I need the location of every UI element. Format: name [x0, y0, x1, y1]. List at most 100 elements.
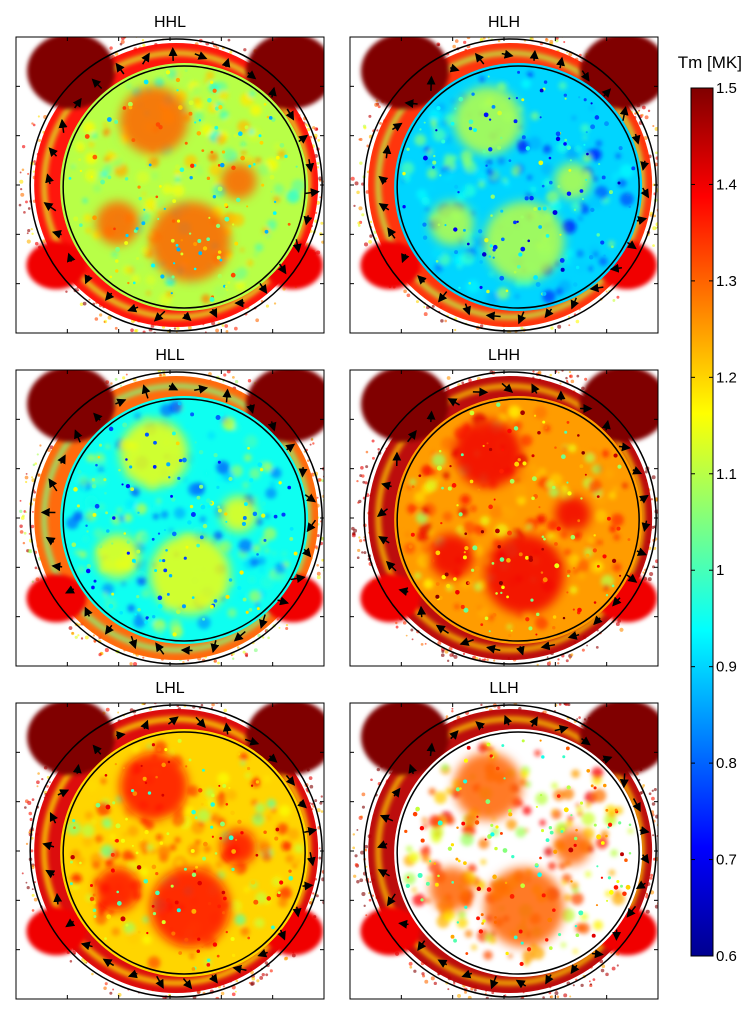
flow-arrow — [259, 614, 268, 629]
flow-arrow — [168, 382, 179, 391]
flow-arrow — [601, 88, 612, 98]
flow-arrows — [376, 382, 651, 656]
flow-arrow — [515, 979, 527, 989]
flow-arrow — [593, 615, 603, 626]
flow-arrow — [298, 134, 309, 144]
flow-arrow — [72, 97, 82, 109]
flow-arrow — [609, 263, 622, 273]
flow-arrow — [580, 70, 590, 82]
flow-arrow — [462, 303, 471, 316]
flow-arrow — [554, 724, 569, 734]
flow-arrow — [426, 742, 436, 757]
panel-title: HLH — [488, 14, 520, 31]
flow-arrow — [404, 99, 418, 109]
flow-arrow — [461, 969, 473, 979]
flow-arrow — [589, 283, 604, 293]
flow-arrow — [618, 442, 631, 452]
flow-arrow — [304, 827, 318, 836]
flow-arrow — [102, 958, 115, 968]
flow-arrow — [104, 291, 115, 301]
flow-arrow — [490, 975, 499, 990]
corner-patches — [360, 370, 658, 623]
colorbar-tick-label: 1.3 — [716, 273, 737, 290]
flow-arrow — [57, 789, 70, 798]
flow-arrow — [626, 905, 637, 918]
flow-arrow — [386, 893, 396, 907]
flow-arrow — [381, 481, 392, 491]
hot-spots — [95, 86, 257, 282]
flow-arrow — [91, 78, 103, 90]
hot-spots — [95, 752, 257, 948]
flow-arrow — [48, 147, 58, 157]
flow-arrow — [632, 466, 643, 475]
flow-arrow — [306, 519, 317, 533]
flow-arrow — [140, 719, 149, 730]
flow-arrow — [302, 881, 314, 891]
inner-circle — [396, 398, 640, 642]
flow-arrow — [306, 852, 316, 867]
flow-arrow — [517, 311, 527, 325]
flow-arrow — [155, 975, 164, 989]
disk — [394, 396, 643, 644]
flow-arrow — [545, 974, 554, 985]
flow-arrow — [65, 918, 76, 928]
flow-arrow — [51, 229, 62, 239]
flow-arrow — [233, 630, 246, 642]
flow-arrow — [567, 631, 580, 640]
panel-title: HLL — [155, 347, 184, 364]
flow-arrow — [641, 520, 651, 532]
flow-arrow — [45, 869, 56, 879]
flow-arrow — [640, 853, 650, 864]
flow-arrow — [391, 122, 403, 132]
colorbar-tick-label: 0.7 — [716, 852, 737, 869]
flow-arrow — [591, 949, 604, 959]
flow-arrow — [417, 275, 427, 285]
flow-arrow — [304, 188, 320, 198]
flow-arrow — [84, 606, 93, 617]
colorbar-tick-label: 1 — [716, 562, 724, 579]
panel-title: LHL — [155, 680, 184, 697]
flow-arrow — [246, 70, 257, 80]
flow-arrow — [435, 624, 449, 634]
flow-arrow — [503, 714, 513, 726]
flow-arrow — [303, 215, 313, 226]
flow-arrow — [72, 763, 82, 774]
flow-arrow — [401, 253, 410, 264]
flow-arrow — [210, 640, 220, 653]
flow-arrow — [387, 227, 397, 239]
flow-arrow — [501, 49, 514, 59]
colorbar-tick-label: 1.4 — [716, 176, 737, 193]
colorbar-gradient — [690, 87, 714, 957]
flow-arrow — [115, 62, 125, 75]
flow-arrow — [540, 641, 556, 651]
colorbar-tick-label: 1.2 — [716, 369, 737, 386]
colorbar-tick-label: 0.8 — [716, 755, 737, 772]
flow-arrow — [304, 493, 317, 503]
flow-arrow — [167, 716, 179, 726]
flow-arrow — [639, 826, 650, 835]
panel-title: LHH — [488, 347, 520, 364]
flow-arrows — [378, 49, 650, 325]
inner-circle — [62, 65, 306, 309]
hot-spots — [429, 752, 591, 948]
flow-arrow — [297, 798, 307, 809]
flow-arrow — [104, 624, 114, 635]
flow-arrow — [426, 410, 436, 423]
flow-arrow — [417, 940, 427, 951]
panel-llh: LLH — [349, 680, 659, 1000]
flow-arrow — [181, 311, 192, 322]
flow-arrow — [66, 252, 76, 263]
flow-arrow — [45, 536, 56, 546]
flow-arrow — [93, 412, 103, 423]
flow-arrow — [267, 421, 277, 432]
flow-arrow — [208, 973, 218, 984]
flow-arrow — [632, 798, 641, 812]
hot-spots — [95, 419, 257, 615]
flow-arrow — [378, 536, 390, 545]
flow-arrow — [529, 716, 538, 727]
flow-arrow — [391, 787, 401, 798]
flow-arrow — [449, 730, 459, 740]
flow-arrow — [376, 507, 388, 517]
flow-arrow — [298, 467, 308, 478]
flow-arrows — [42, 716, 318, 990]
